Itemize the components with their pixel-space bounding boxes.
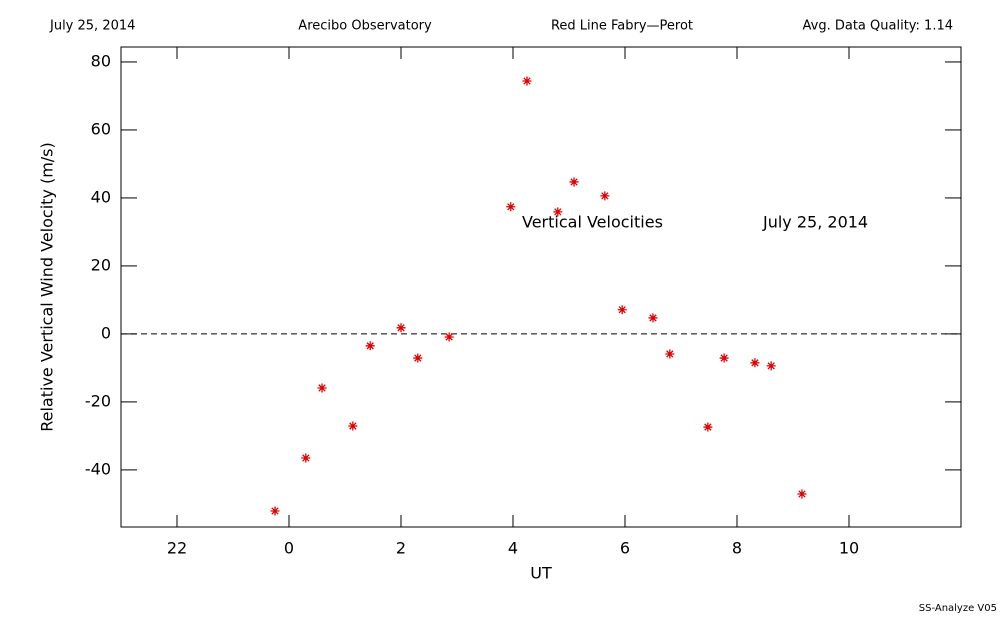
y-tick-label: -20: [85, 391, 111, 410]
y-tick-label: 0: [101, 323, 111, 342]
x-tick-label: 10: [839, 539, 859, 558]
point: [703, 422, 713, 432]
x-axis-label: UT: [530, 564, 552, 583]
annotation: July 25, 2014: [762, 213, 868, 232]
y-axis-label: Relative Vertical Wind Velocity (m/s): [38, 142, 57, 432]
point: [600, 191, 610, 201]
y-tick-label: 20: [91, 255, 111, 274]
y-tick-label: 60: [91, 119, 111, 138]
point: [750, 358, 760, 368]
y-tick-label: -40: [85, 459, 111, 478]
point: [766, 361, 776, 371]
point: [665, 349, 675, 359]
point: [797, 489, 807, 499]
footer: SS-Analyze V05: [919, 603, 997, 614]
point: [553, 207, 563, 217]
point: [719, 353, 729, 363]
header-instrument: Red Line Fabry—Perot: [551, 19, 693, 34]
x-tick-label: 6: [620, 539, 630, 558]
x-tick-label: 4: [508, 539, 518, 558]
plot-frame: [120, 46, 962, 528]
x-tick-label: 2: [396, 539, 406, 558]
header-date: July 25, 2014: [49, 19, 135, 34]
point: [270, 506, 280, 516]
x-tick-label: 0: [284, 539, 294, 558]
point: [348, 421, 358, 431]
point: [317, 383, 327, 393]
y-tick-label: 40: [91, 187, 111, 206]
point: [648, 313, 658, 323]
point: [617, 305, 627, 315]
header-site: Arecibo Observatory: [298, 19, 432, 34]
x-tick-label: 8: [732, 539, 742, 558]
point: [413, 353, 423, 363]
point: [365, 341, 375, 351]
point: [301, 453, 311, 463]
annotation: Vertical Velocities: [522, 213, 663, 232]
point: [522, 76, 532, 86]
x-tick-label: 22: [167, 539, 187, 558]
point: [506, 202, 516, 212]
header-quality: Avg. Data Quality: 1.14: [803, 19, 953, 34]
y-tick-label: 80: [91, 51, 111, 70]
point: [569, 177, 579, 187]
point: [396, 323, 406, 333]
point: [444, 332, 454, 342]
